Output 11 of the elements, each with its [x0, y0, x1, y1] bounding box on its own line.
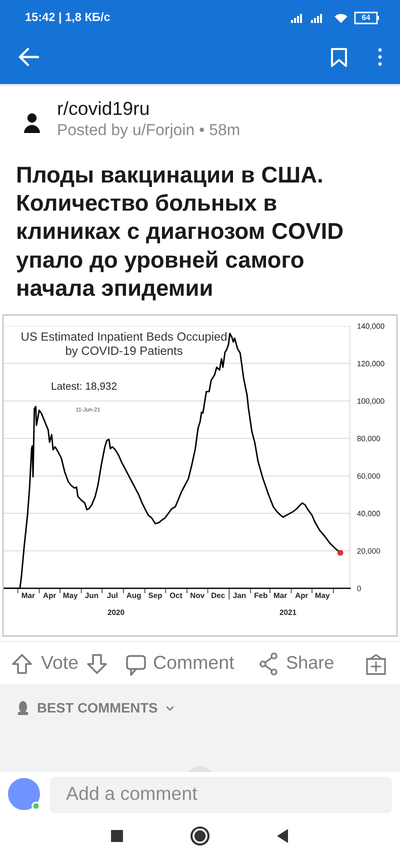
text: r/covid19ru [58, 101, 149, 116]
text: Posted by u/Forjoin • 58m [58, 124, 240, 138]
text: Share [286, 656, 334, 669]
text: Vote [41, 656, 78, 670]
text: Comment [154, 656, 234, 670]
text: 15:42 | 1,8 КБ/с [26, 12, 110, 24]
chart-title: Плоды вакцинации в США. Количество больных в клиниках с диагнозом COVID упало до уровней самого начала эпидемии [16, 166, 343, 300]
text: US Estimated Inpatient Beds Occupied by COVID-19 Patients [22, 332, 226, 358]
annotation: Latest: 18,932 [52, 382, 116, 392]
text: Add a comment [66, 786, 198, 800]
text: BEST COMMENTS [38, 702, 158, 713]
